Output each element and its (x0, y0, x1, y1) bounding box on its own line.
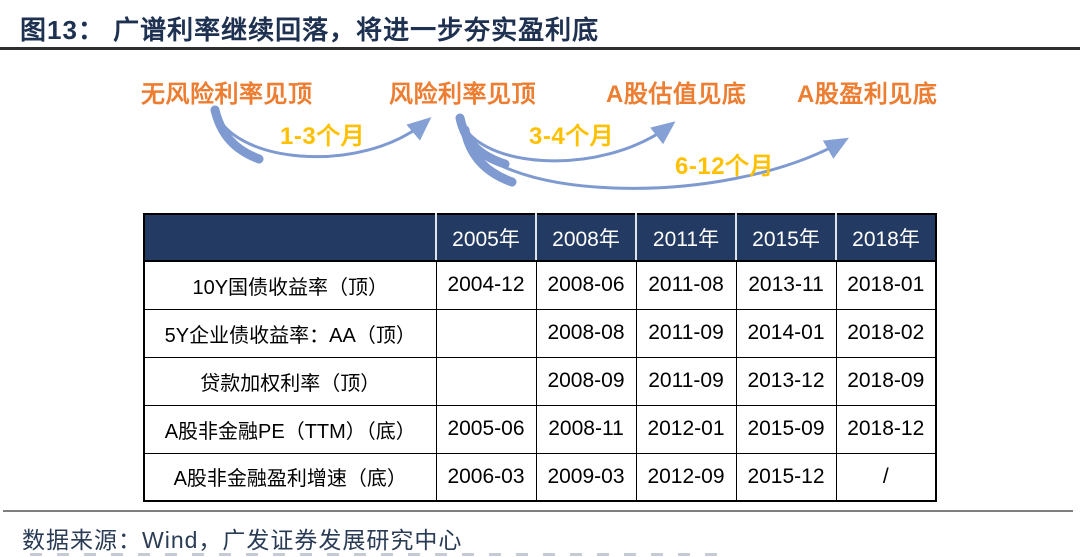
table-cell: 2013-11 (735, 260, 837, 310)
arrow-label-6-12-months: 6-12个月 (675, 153, 775, 180)
table-cell: 2015-12 (735, 452, 837, 502)
table-row-5y-corp-bond-yield: 5Y企业债收益率：AA（顶） 2008-08 2011-09 2014-01 2… (143, 308, 937, 358)
table-cell: 2008-08 (535, 308, 637, 358)
flow-node-risk-rate-peak: 风险利率见顶 (389, 81, 536, 108)
table-row-ashare-nonfin-pe: A股非金融PE（TTM）（底） 2005-06 2008-11 2012-01 … (143, 404, 937, 454)
curved-arrow-1-thick-end (210, 105, 264, 164)
table-row-ashare-nonfin-earnings-growth: A股非金融盈利增速（底） 2006-03 2009-03 2012-09 201… (143, 452, 937, 502)
figure-title: 图13： 广谱利率继续回落，将进一步夯实盈利底 (20, 15, 600, 45)
table-cell: 2004-12 (435, 260, 537, 310)
table-cell: 2008-11 (535, 404, 637, 454)
table-cell: 2015-09 (735, 404, 837, 454)
arrow-label-3-4-months: 3-4个月 (529, 123, 615, 150)
table-cell: 2014-01 (735, 308, 837, 358)
table-cell: 2011-09 (635, 356, 737, 406)
row-label-cell: 10Y国债收益率（顶） (143, 260, 437, 310)
title-divider (0, 47, 1080, 50)
table-header-cell-blank (143, 213, 437, 262)
cutoff-next-line-hint (30, 553, 720, 556)
flow-node-ashare-valuation-bottom: A股估值见底 (606, 81, 747, 108)
rate-cycle-timing-table: 2005年 2008年 2011年 2015年 2018年 10Y国债收益率（顶… (143, 213, 937, 502)
table-cell: 2018-09 (835, 356, 937, 406)
table-cell: 2012-01 (635, 404, 737, 454)
flow-node-risk-free-rate-peak: 无风险利率见顶 (141, 81, 313, 108)
table-cell: 2005-06 (435, 404, 537, 454)
table-cell: 2011-09 (635, 308, 737, 358)
table-cell: 2018-01 (835, 260, 937, 310)
table-cell: 2008-09 (535, 356, 637, 406)
table-cell: 2012-09 (635, 452, 737, 502)
row-label-cell: 贷款加权利率（顶） (143, 356, 437, 406)
table-header-cell-2018: 2018年 (835, 213, 937, 262)
curved-arrow-3 (463, 127, 849, 190)
table-header-cell-2005: 2005年 (435, 213, 537, 262)
table-row-10y-treasury-yield: 10Y国债收益率（顶） 2004-12 2008-06 2011-08 2013… (143, 260, 937, 310)
data-source: 数据来源：Wind，广发证券发展研究中心 (22, 527, 463, 553)
table-cell: 2011-08 (635, 260, 737, 310)
table-header-cell-2008: 2008年 (535, 213, 637, 262)
table-row-weighted-loan-rate: 贷款加权利率（顶） 2008-09 2011-09 2013-12 2018-0… (143, 356, 937, 406)
curved-arrow-2-thick-end (455, 113, 510, 169)
table-cell: 2009-03 (535, 452, 637, 502)
table-cell (435, 308, 537, 358)
table-cell: 2018-02 (835, 308, 937, 358)
table-header-cell-2011: 2011年 (635, 213, 737, 262)
table-cell: 2006-03 (435, 452, 537, 502)
row-label-cell: 5Y企业债收益率：AA（顶） (143, 308, 437, 358)
footer-divider (3, 510, 1073, 512)
table-header-row: 2005年 2008年 2011年 2015年 2018年 (143, 213, 937, 262)
row-label-cell: A股非金融盈利增速（底） (143, 452, 437, 502)
table-cell: / (835, 452, 937, 502)
arrow-label-1-3-months: 1-3个月 (280, 123, 366, 150)
table-cell (435, 356, 537, 406)
curved-arrow-3-thick-end (460, 125, 517, 187)
table-header-cell-2015: 2015年 (735, 213, 837, 262)
flow-node-ashare-earnings-bottom: A股盈利见底 (797, 81, 938, 108)
table-cell: 2018-12 (835, 404, 937, 454)
table-cell: 2008-06 (535, 260, 637, 310)
table-cell: 2013-12 (735, 356, 837, 406)
row-label-cell: A股非金融PE（TTM）（底） (143, 404, 437, 454)
